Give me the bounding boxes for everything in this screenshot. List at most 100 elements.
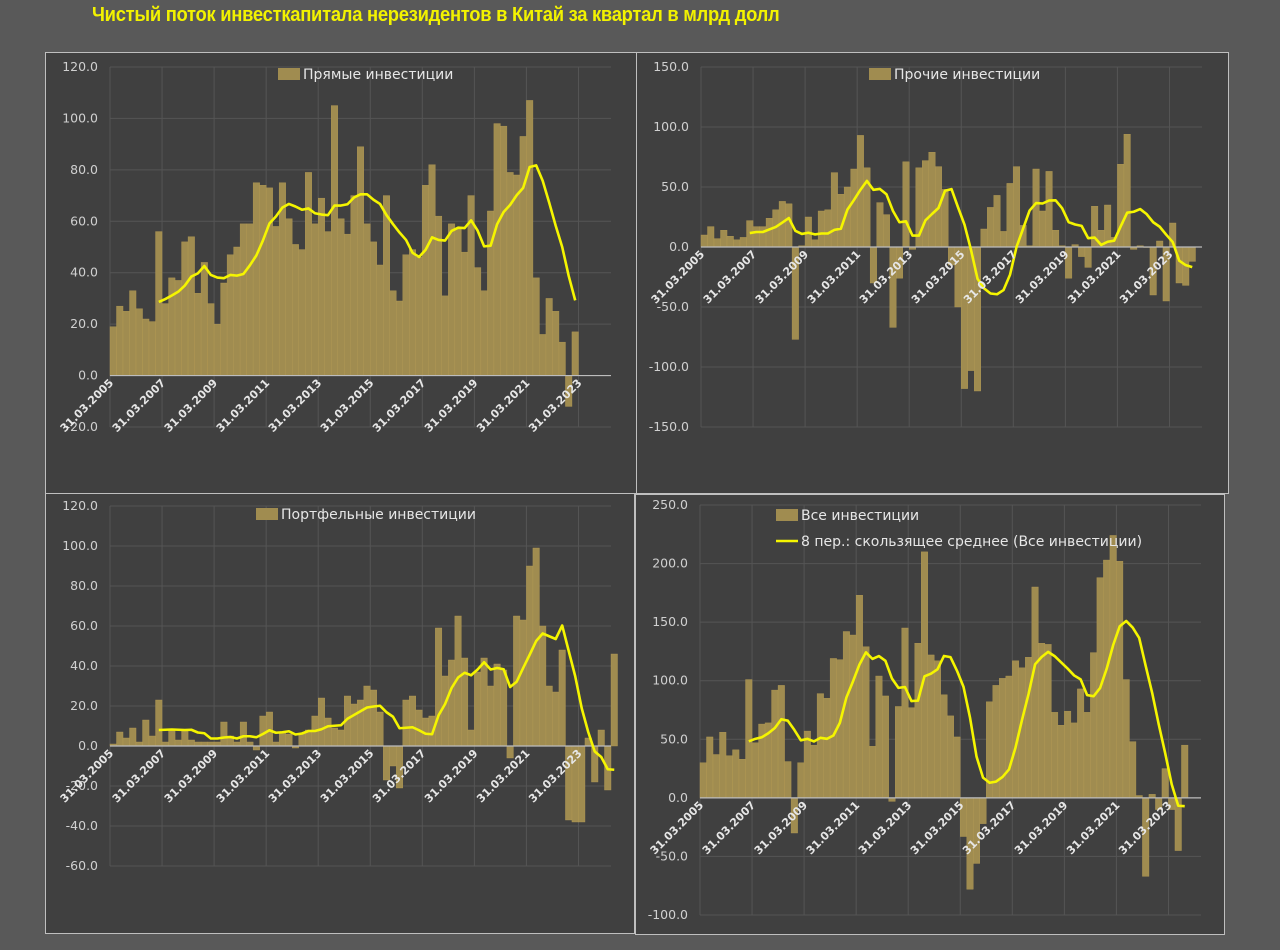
bar [934,660,941,799]
y-tick-label: 80.0 [70,162,98,177]
bar [213,323,221,376]
bar [987,207,994,248]
bar [415,257,423,376]
bar [155,231,163,376]
bar [868,746,876,799]
bar [116,731,124,747]
legend: Прямые инвестиции [278,67,453,83]
bar [993,195,1001,248]
bar [318,197,325,376]
chart-panel-all-investments: -100.0 -50.0 0.0 50.0 100.0 150.0 200.0 250.0 31… [635,494,1225,935]
bar [500,669,508,747]
bar [480,290,488,376]
bar [220,282,228,376]
chart-direct-investments: -20.0 0.0 20.0 40.0 60.0 80.0 100.0 120.0 31.03.… [58,59,611,435]
bar [777,685,785,799]
bar [894,706,902,799]
bar [344,233,351,376]
bar [402,699,410,747]
bar [142,318,150,376]
bar [298,733,306,747]
bar [331,727,338,747]
bar [194,293,202,376]
bar [513,174,521,376]
bar [751,742,759,799]
chart-other-investments: -150.0 -100.0 -50.0 0.0 50.0 100.0 150.0 31.03.… [649,59,1202,434]
bar [1084,246,1092,268]
bar [823,698,831,799]
bar [285,218,293,376]
y-tick-label: 20.0 [70,316,98,331]
bar [1116,561,1124,799]
x-tick-label: 31.03.2015 [908,799,966,857]
x-tick-label: 31.03.2013 [857,248,915,306]
bar [1000,231,1008,248]
bar [461,251,469,376]
bar [1005,675,1013,799]
bar [713,238,721,248]
y-tick-label: -20.0 [66,778,98,793]
legend: Все инвестиции 8 пер.: скользящее среднее… [776,508,1142,550]
y-tick-label: 60.0 [70,618,98,633]
bar [1090,652,1098,799]
x-tick-label: 31.03.2021 [1065,248,1123,306]
bar [953,736,961,799]
bar [961,246,968,389]
bar [331,105,338,376]
y-tick-label: 80.0 [70,578,98,593]
bar [265,187,273,376]
bar [545,298,553,376]
bar [1070,722,1078,799]
bar [311,223,319,376]
bar [902,161,910,248]
y-tick-label: 0.0 [669,239,689,254]
bar [1051,712,1059,799]
x-tick-label: 31.03.2011 [214,377,272,435]
bar [526,100,534,376]
y-tick-label: 200.0 [652,556,688,571]
bar [474,671,482,747]
bar [610,653,618,747]
x-tick-label: 31.03.2015 [318,747,376,805]
x-tick-label: 31.03.2011 [805,248,863,306]
bar [161,303,169,376]
x-tick-label: 31.03.2009 [753,248,811,306]
bar [467,729,475,747]
bar [441,675,449,747]
bar [350,703,358,747]
bar [1156,240,1164,248]
x-tick-label: 31.03.2011 [214,747,272,805]
moving-average-line [748,619,1185,808]
bar [337,729,345,747]
bar [940,694,948,799]
bar [116,305,124,376]
bar [1122,679,1130,799]
bar [875,675,883,799]
x-tick-label: 31.03.2017 [370,377,428,435]
bar [519,136,527,376]
bar [539,625,547,747]
bar [383,745,390,781]
bar [122,737,130,747]
chart-panel-other-investments: -150.0 -100.0 -50.0 0.0 50.0 100.0 150.0 31.03.… [636,52,1229,494]
x-tick-label: 31.03.2009 [162,377,220,435]
bar [350,195,358,376]
bar [797,762,805,799]
bar-series [109,547,618,823]
bar [1013,166,1021,248]
bar [1123,133,1131,248]
legend-swatch-bar [869,68,891,80]
bar [396,300,403,376]
bar [448,659,456,747]
bar [1031,586,1039,799]
y-tick-label: 120.0 [62,498,98,513]
bar [174,280,182,376]
legend: Портфельные инвестиции [256,507,476,523]
y-tick-label: 0.0 [668,790,688,805]
legend: Прочие инвестиции [869,67,1040,83]
bar [324,231,332,376]
y-tick-label: 20.0 [70,698,98,713]
bar [811,239,819,248]
y-tick-label: -50.0 [657,299,689,314]
moving-average-line [158,164,577,304]
